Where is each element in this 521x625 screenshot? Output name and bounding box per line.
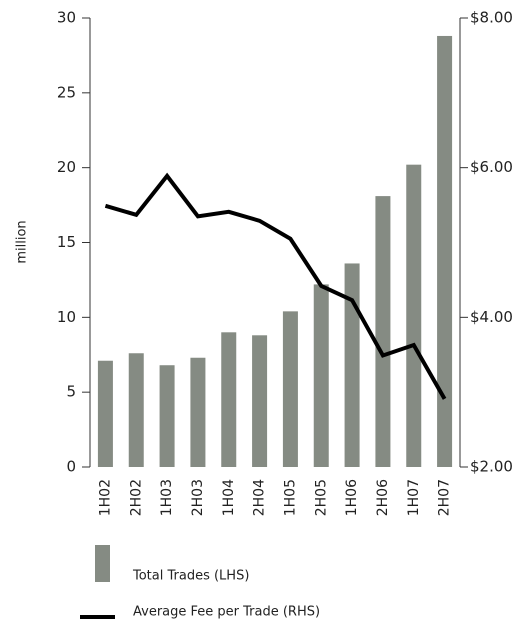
y2-tick-label: $8.00 <box>470 9 513 27</box>
x-tick-label: 2H07 <box>437 479 453 516</box>
x-tick-label: 2H04 <box>252 479 268 516</box>
y2-tick-label: $4.00 <box>470 308 513 326</box>
bar <box>437 35 453 468</box>
x-tick-label: 1H06 <box>344 479 360 516</box>
y-tick-label: 30 <box>57 9 76 27</box>
y-tick-label: 5 <box>66 383 76 401</box>
x-tick-label: 2H06 <box>375 479 391 516</box>
legend-label: Average Fee per Trade (RHS) <box>133 605 320 620</box>
x-tick-label: 1H04 <box>221 479 237 516</box>
x-tick-label: 2H02 <box>128 479 144 516</box>
x-tick-label: 1H03 <box>159 479 175 516</box>
bar <box>128 353 144 467</box>
y-tick-label: 15 <box>57 233 76 251</box>
bar <box>375 196 391 467</box>
x-tick-label: 1H05 <box>282 479 298 516</box>
bar <box>344 263 360 467</box>
bar <box>313 284 329 467</box>
y-tick-label: 0 <box>66 458 76 476</box>
y2-tick-label: $6.00 <box>470 158 513 176</box>
y-tick-label: 10 <box>57 308 76 326</box>
bar <box>252 335 268 467</box>
bar <box>221 332 237 467</box>
bar <box>97 360 113 467</box>
y-axis-label: million <box>15 220 30 263</box>
bar <box>282 311 298 467</box>
legend-swatch <box>95 545 110 582</box>
x-tick-label: 1H07 <box>406 479 422 516</box>
bar <box>190 357 206 467</box>
x-tick-label: 2H03 <box>190 479 206 516</box>
bar <box>406 164 422 467</box>
x-tick-label: 1H02 <box>97 479 113 516</box>
y-tick-label: 25 <box>57 83 76 101</box>
line <box>104 172 447 400</box>
y-tick-label: 20 <box>57 158 76 176</box>
bar <box>159 365 175 467</box>
legend-label: Total Trades (LHS) <box>132 569 249 584</box>
y2-tick-label: $2.00 <box>470 458 513 476</box>
x-tick-label: 2H05 <box>313 479 329 516</box>
